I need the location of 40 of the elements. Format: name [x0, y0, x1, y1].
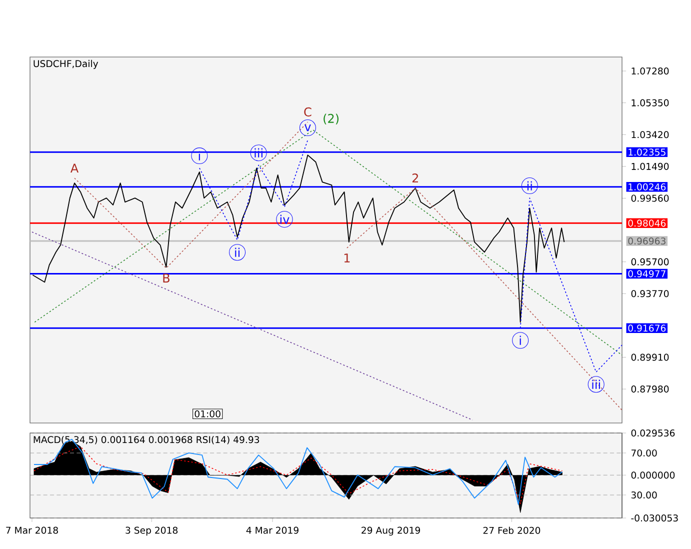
ref-line-label: 1.02355 — [628, 148, 666, 156]
annotation: 1 — [344, 254, 350, 262]
y-tick-label: 0.87980 — [631, 386, 669, 393]
ref-line-label: 0.96963 — [628, 237, 666, 245]
annotation: iii — [592, 380, 600, 389]
annotation: ii — [235, 248, 240, 257]
annotation: 2 — [412, 173, 418, 182]
y-tick-label: 0.89910 — [631, 354, 669, 361]
y-tick-label: 1.07280 — [632, 67, 669, 75]
ref-line-label: 0.94977 — [628, 270, 666, 278]
y-tick-label: 0.029536 — [631, 429, 675, 437]
annotation: B — [163, 274, 170, 282]
chart-title: MACD(5,34,5) 0.001164 0.001968 RSI(14) 49.93 — [34, 436, 260, 444]
x-tick-label: 27 Feb 2020 — [483, 526, 540, 534]
ref-line-label: 0.98046 — [628, 220, 666, 227]
x-tick-label: 3 Sep 2018 — [126, 526, 178, 536]
annotation: v — [304, 124, 311, 132]
y2-tick-label: 70.00 — [632, 449, 657, 456]
y-tick-label: 1.03420 — [632, 131, 669, 138]
y-tick-label: 0.95700 — [631, 258, 669, 266]
y-tick-label: 0.99560 — [631, 194, 669, 202]
x-tick-label: 29 Aug 2019 — [362, 526, 420, 536]
y-tick-label: 1.05350 — [632, 99, 669, 106]
x-tick-label: 7 Mar 2018 — [6, 526, 58, 534]
y-tick-label: 0.000000 — [631, 472, 675, 479]
y2-tick-label: 30.00 — [631, 491, 657, 499]
ref-line-label: 0.91676 — [628, 324, 666, 332]
annotation: (2) — [324, 114, 339, 124]
x-tick-label: 4 Mar 2019 — [246, 526, 298, 534]
annotation: 01:00 — [194, 410, 220, 418]
y-tick-label: 1.01490 — [632, 162, 669, 170]
annotation: iv — [280, 214, 290, 224]
annotation: A — [70, 164, 79, 173]
annotation: C — [304, 107, 312, 116]
chart-title: USDCHF,Daily — [34, 60, 98, 69]
annotation: i — [520, 336, 521, 345]
y-tick-label: 0.93770 — [631, 290, 669, 298]
y-tick-label: -0.030053 — [631, 514, 678, 522]
ref-line-label: 1.00246 — [628, 183, 666, 190]
annotation: i — [198, 151, 200, 160]
